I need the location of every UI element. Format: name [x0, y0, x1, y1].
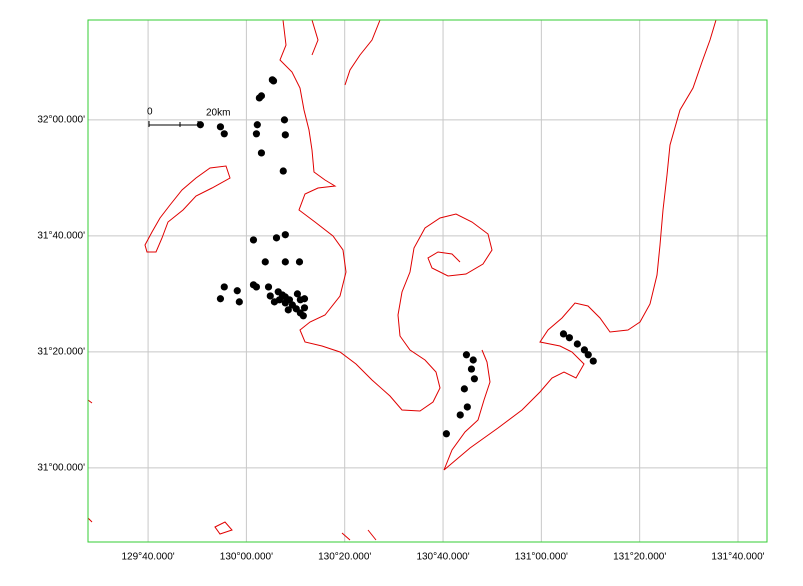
data-point: [469, 356, 477, 364]
scale-end-label: 20km: [206, 108, 230, 119]
data-point: [269, 77, 278, 85]
data-point: [264, 283, 273, 291]
data-point: [196, 121, 204, 129]
data-point: [299, 312, 307, 320]
data-point: [252, 283, 261, 291]
map-frame: [87, 19, 768, 543]
x-tick-label: 130°40.000': [416, 552, 469, 563]
data-point: [580, 346, 589, 354]
points: [196, 76, 597, 438]
data-point: [442, 430, 450, 438]
data-point: [589, 357, 597, 365]
scale-start-label: 0: [147, 107, 153, 118]
data-point: [462, 351, 471, 359]
data-point: [235, 298, 243, 306]
x-tick-label: 130°00.000': [220, 552, 273, 563]
y-tick-label: 32°00.000': [37, 115, 85, 126]
data-point: [280, 116, 289, 124]
y-tick-label: 31°20.000': [37, 347, 85, 358]
scale-bar: 0 20km: [147, 107, 230, 127]
data-point: [220, 283, 228, 291]
data-point: [300, 295, 309, 303]
data-point: [470, 375, 478, 383]
data-point: [216, 295, 225, 303]
data-point: [281, 131, 289, 139]
x-tick-label: 131°20.000': [613, 552, 666, 563]
x-tick-label: 130°20.000': [318, 552, 371, 563]
data-point: [272, 234, 281, 242]
coast-west: [279, 19, 493, 412]
data-point: [253, 121, 261, 129]
data-point: [463, 403, 471, 411]
data-point: [559, 330, 568, 338]
data-point: [266, 292, 274, 300]
data-point: [249, 236, 258, 244]
data-point: [565, 334, 573, 342]
data-point: [284, 306, 292, 314]
data-point: [300, 304, 309, 312]
data-point: [261, 258, 269, 266]
data-point: [216, 123, 225, 131]
data-point: [275, 296, 284, 304]
data-point: [281, 258, 289, 266]
data-point: [255, 94, 263, 102]
data-point: [293, 290, 302, 298]
x-tick-label: 131°40.000': [711, 552, 764, 563]
data-point: [279, 167, 287, 175]
axis-labels: 129°40.000' 130°00.000' 130°20.000' 130°40.…: [37, 115, 764, 563]
coast-east: [443, 19, 717, 471]
coast-north: [311, 19, 381, 86]
data-point: [257, 149, 266, 157]
data-point: [573, 340, 581, 348]
x-tick-label: 129°40.000': [121, 552, 174, 563]
data-point: [456, 411, 464, 419]
data-point: [233, 287, 241, 295]
data-point: [467, 365, 476, 373]
grid: [88, 20, 767, 542]
data-point: [584, 351, 592, 359]
data-point: [281, 299, 289, 307]
data-point: [252, 130, 261, 138]
data-point: [460, 385, 468, 393]
data-point: [281, 231, 289, 239]
coastline: [87, 19, 717, 541]
y-tick-label: 31°00.000': [37, 463, 85, 474]
data-point: [220, 130, 228, 138]
x-tick-label: 131°00.000': [515, 552, 568, 563]
coast-islands: [87, 165, 377, 541]
y-tick-label: 31°40.000': [37, 231, 85, 242]
data-point: [295, 258, 304, 266]
